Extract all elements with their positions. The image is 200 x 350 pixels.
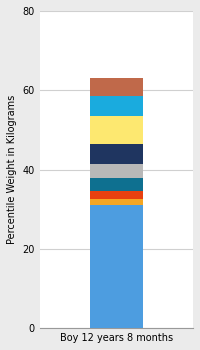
Y-axis label: Percentile Weight in Kilograms: Percentile Weight in Kilograms (7, 95, 17, 244)
Bar (90, 199, 143, 205)
Bar (90, 163, 143, 177)
Bar (90, 116, 143, 144)
Bar (90, 96, 143, 116)
Bar (90, 205, 143, 328)
Bar (90, 191, 143, 199)
Bar (90, 78, 143, 96)
Bar (90, 144, 143, 163)
Bar (90, 177, 143, 191)
